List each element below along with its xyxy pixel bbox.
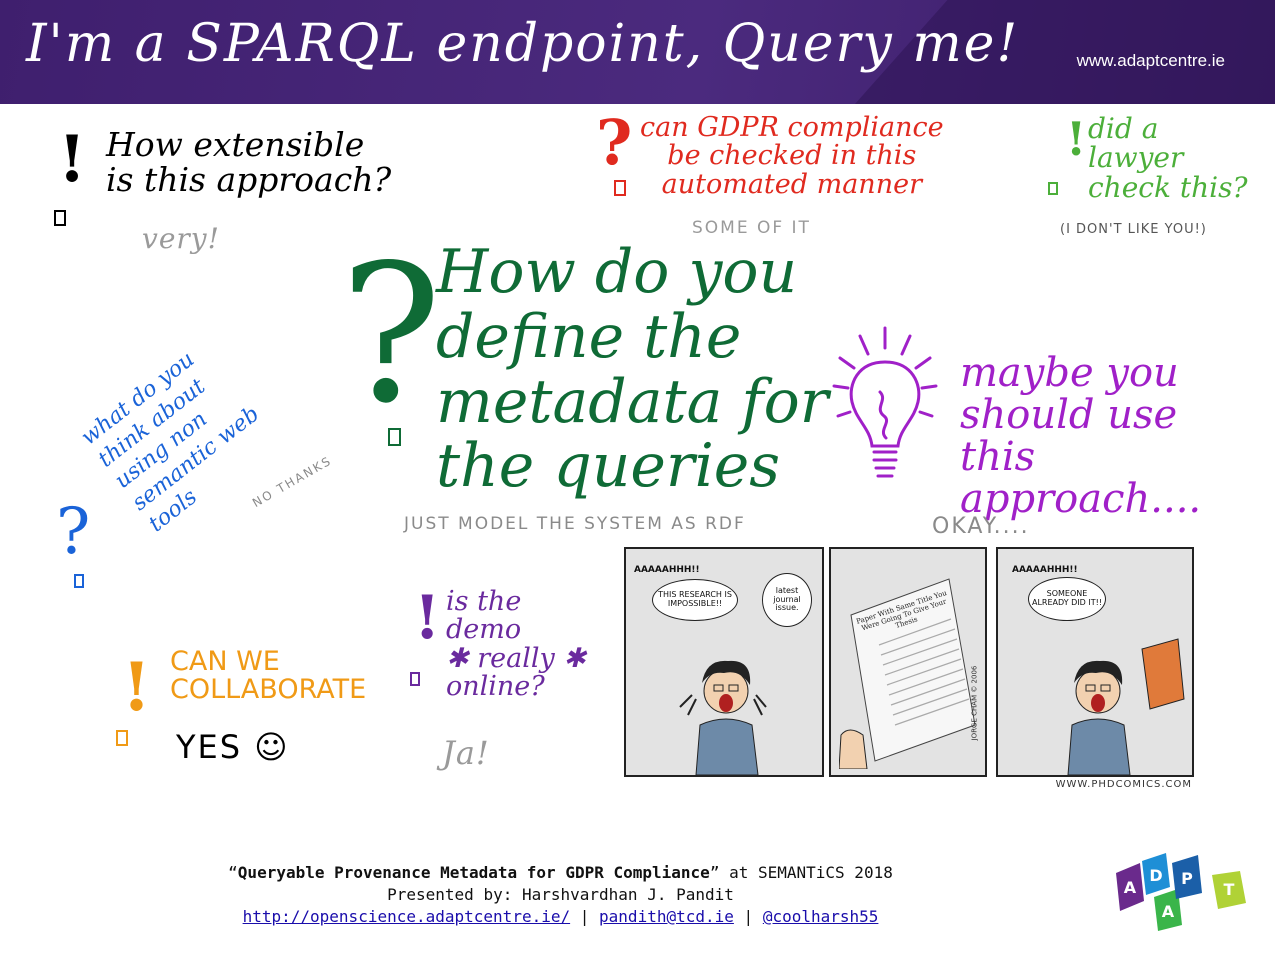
logo-tile-t: T [1212, 871, 1246, 909]
svg-text:P: P [1181, 869, 1193, 888]
note-extensible-question: How extensible is this approach? [106, 125, 392, 199]
note-gdpr-question: can GDPR compliance be checked in this a… [640, 112, 944, 200]
comic-scream: AAAAAHHH!! [1012, 565, 1078, 575]
note-collaborate-question: CAN WE COLLABORATE [170, 646, 367, 706]
talk-venue: at SEMANTiCS 2018 [729, 863, 893, 882]
svg-text:T: T [1224, 880, 1235, 899]
note-semanticweb-question: what do you think about using non semant… [76, 346, 264, 538]
svg-text:A: A [1124, 878, 1137, 897]
openscience-link[interactable]: http://openscience.adaptcentre.ie/ [242, 907, 571, 926]
comic-signature: JORGE CHAM © 2006 [970, 665, 979, 741]
header-url: www.adaptcentre.ie [1076, 51, 1225, 70]
note-metadata-question: How do you define the metadata for the q… [436, 237, 829, 502]
note-approach-question: maybe you should use this approach.... [960, 350, 1202, 522]
note-demo-answer: Ja! [442, 734, 490, 772]
lightbulb-icon [832, 326, 938, 478]
separator: | [579, 907, 590, 926]
talk-title: Queryable Provenance Metadata for GDPR C… [237, 863, 710, 882]
header-banner: I'm a SPARQL endpoint, Query me! www.ada… [0, 0, 1275, 104]
logo-tile-d: D [1142, 853, 1170, 895]
checkbox-icon [410, 672, 420, 686]
email-link[interactable]: pandith@tcd.ie [599, 907, 734, 926]
twitter-link[interactable]: @coolharsh55 [762, 907, 879, 926]
footer-title-line: “Queryable Provenance Metadata for GDPR … [228, 863, 893, 882]
logo-tile-a2: A [1154, 889, 1182, 931]
exclamation-icon: ! [414, 583, 441, 653]
exclamation-icon: ! [1066, 112, 1087, 166]
presenter-line: Presented by: Harshvardhan J. Pandit [387, 885, 734, 904]
checkbox-icon [388, 428, 401, 446]
comic-character [679, 660, 767, 775]
checkbox-icon [116, 730, 128, 746]
adapt-logo: A D A P T [1116, 853, 1246, 931]
comic-bubble: THIS RESEARCH IS IMPOSSIBLE!! [652, 579, 738, 621]
note-collaborate-answer: YES ☺ [176, 728, 290, 766]
footer-links: http://openscience.adaptcentre.ie/ | pan… [0, 906, 1121, 928]
comic-paper [839, 578, 976, 769]
comic-character [1067, 638, 1185, 775]
logo-tile-p: P [1172, 855, 1202, 899]
note-lawyer-answer: (I DON'T LIKE YOU!) [1060, 222, 1207, 237]
note-semanticweb-answer: NO THANKS [250, 453, 335, 511]
note-gdpr-answer: SOME OF IT [692, 218, 811, 238]
checkbox-icon [54, 210, 66, 226]
question-mark-icon: ? [340, 224, 442, 445]
comic-panel-3: AAAAAHHH!! SOMEONE ALREADY DID IT!! [996, 547, 1194, 777]
note-lawyer-question: did a lawyer check this? [1088, 112, 1248, 204]
checkbox-icon [74, 574, 84, 588]
checkbox-icon [614, 180, 626, 196]
note-extensible-answer: very! [142, 222, 220, 255]
note-demo-question: is the demo ✱ really ✱ online? [446, 586, 586, 703]
svg-text:A: A [1162, 902, 1175, 921]
question-mark-icon: ? [56, 495, 91, 569]
logo-tile-a: A [1116, 863, 1144, 911]
svg-text:D: D [1149, 866, 1162, 885]
note-metadata-answer: JUST MODEL THE SYSTEM AS RDF [404, 514, 746, 534]
comic-panel-1: AAAAAHHH!! THIS RESEARCH IS IMPOSSIBLE!!… [624, 547, 824, 777]
footer: “Queryable Provenance Metadata for GDPR … [0, 862, 1121, 928]
exclamation-icon: ! [58, 122, 87, 197]
comic-scream: AAAAAHHH!! [634, 565, 700, 575]
page-title: I'm a SPARQL endpoint, Query me! [26, 14, 1020, 74]
checkbox-icon [1048, 182, 1058, 195]
comic-bubble: latest journal issue. [762, 573, 812, 627]
note-approach-answer: OKAY.... [932, 514, 1030, 539]
exclamation-icon: ! [122, 648, 151, 726]
question-mark-icon: ? [596, 106, 633, 179]
comic-panel-2: Paper With Same Title You Were Going To … [829, 547, 987, 777]
comic-bubble: SOMEONE ALREADY DID IT!! [1028, 577, 1106, 621]
comic-credit: WWW.PHDCOMICS.COM [1055, 779, 1192, 790]
separator: | [743, 907, 754, 926]
phd-comic: AAAAAHHH!! THIS RESEARCH IS IMPOSSIBLE!!… [624, 547, 1194, 790]
